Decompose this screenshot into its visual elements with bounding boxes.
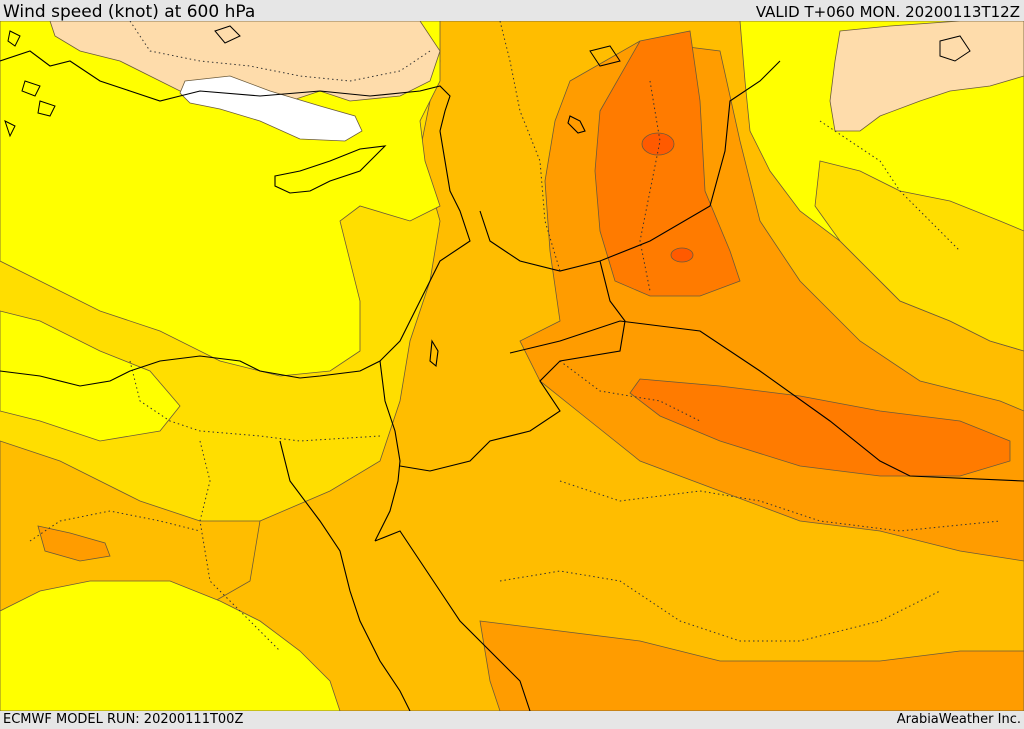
- header-bar: Wind speed (knot) at 600 hPa VALID T+060…: [0, 0, 1024, 22]
- egypt-coast: [0, 355, 301, 387]
- wind-band-gold-ne: [814, 160, 1024, 352]
- wind-speed-map: [0, 21, 1024, 711]
- levant-coast: [299, 130, 471, 379]
- gulf-lake: [567, 115, 586, 134]
- map-title: Wind speed (knot) at 600 hPa: [3, 2, 256, 22]
- wind-band-yellow-sw: [0, 310, 181, 442]
- credit-label: ArabiaWeather Inc.: [896, 712, 1021, 727]
- aegean-islands: [4, 25, 971, 138]
- cyprus: [274, 145, 387, 194]
- model-run-label: ECMWF MODEL RUN: 20200111T00Z: [3, 712, 244, 727]
- footer-bar: ECMWF MODEL RUN: 20200111T00Z ArabiaWeat…: [0, 711, 1024, 729]
- sinai-gulf: [374, 360, 401, 542]
- coastlines-and-borders: [0, 50, 1024, 711]
- red-sea-west: [279, 440, 411, 711]
- dead-sea: [429, 339, 439, 368]
- jordan-border: [399, 260, 626, 472]
- valid-time-label: VALID T+060 MON. 20200113T12Z: [755, 3, 1020, 21]
- wind-band-orange-south: [479, 620, 1024, 711]
- wind-core-east: [629, 378, 1011, 477]
- wind-band-orange-west: [37, 525, 111, 562]
- red-sea-east: [374, 530, 531, 711]
- wind-core-north: [594, 30, 741, 297]
- wind-band-peach-ne: [829, 21, 1024, 132]
- country-borders-dotted: [29, 21, 1001, 652]
- map-svg: [0, 21, 1024, 711]
- saudi-border: [509, 320, 1024, 482]
- wind-band-calm: [179, 75, 363, 142]
- iraq-border: [479, 60, 781, 272]
- wind-max-north: [641, 132, 675, 156]
- turkey-coast: [0, 50, 451, 132]
- wind-band-yellow-south: [0, 580, 341, 711]
- wind-max-central: [670, 247, 694, 263]
